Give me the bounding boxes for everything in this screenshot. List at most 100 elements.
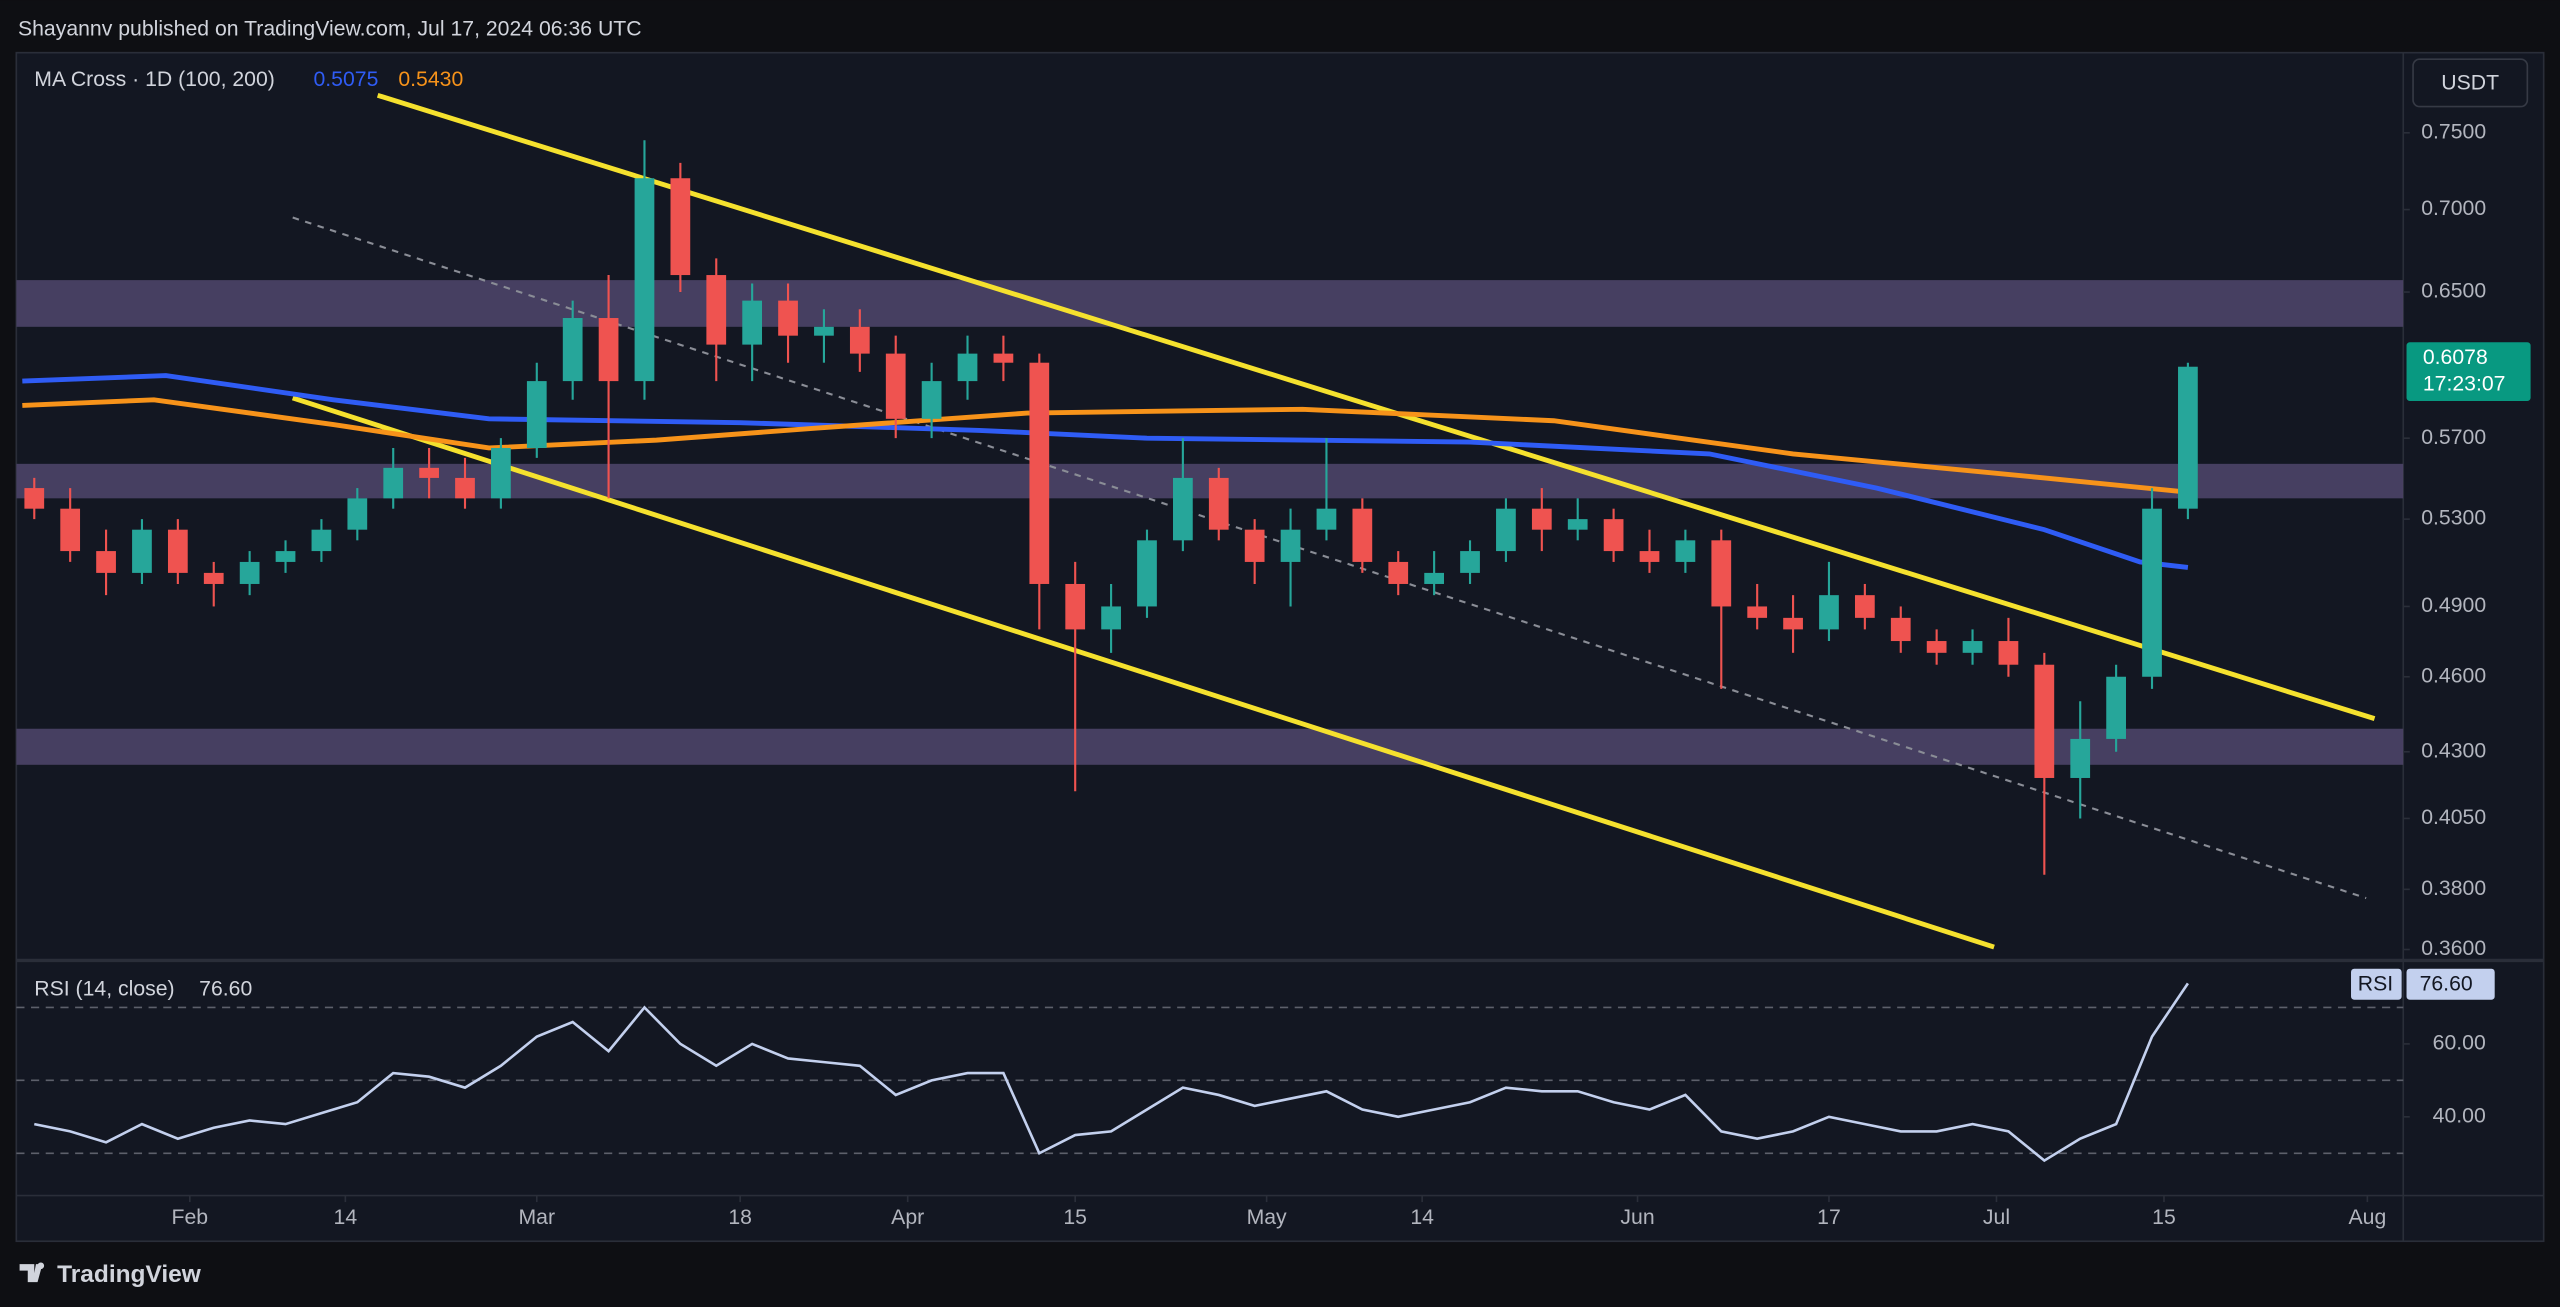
y-tick-label: 0.7500 [2421, 120, 2486, 143]
candle-body [1424, 572, 1445, 584]
x-tick-label: Jun [1620, 1206, 1654, 1229]
y-tick-label: 0.7000 [2421, 197, 2486, 220]
rsi-tag-value: 76.60 [2420, 973, 2473, 996]
price-tag-countdown: 17:23:07 [2423, 372, 2506, 395]
candle-body [634, 178, 655, 382]
candle-body [526, 381, 547, 448]
candle-body [239, 561, 260, 584]
candle-body [491, 447, 511, 499]
candle-body [2106, 676, 2126, 739]
logo-icon [19, 1262, 45, 1283]
rsi-tag-box [2406, 968, 2495, 1000]
candle-body [1854, 595, 1875, 618]
candle-body [419, 467, 439, 478]
candle-body [1998, 641, 2019, 665]
candle-body [1137, 540, 1157, 607]
candle-body [1065, 583, 1086, 630]
candle-body [1675, 540, 1696, 562]
candle-body [1819, 595, 1839, 630]
x-tick-label: Aug [2348, 1206, 2386, 1229]
candle-body [60, 508, 81, 552]
candle-body [957, 353, 978, 382]
candle-body [1352, 508, 1373, 562]
candle-body [1101, 606, 1121, 630]
x-tick-label: Feb [172, 1206, 209, 1229]
ma-legend-title: MA Cross · 1D (100, 200) [34, 68, 275, 91]
candle-body [1962, 641, 1983, 653]
price-pane [16, 92, 2404, 950]
x-tick-label: Apr [891, 1206, 924, 1229]
publish-info: Shayannv published on TradingView.com, J… [18, 17, 642, 40]
x-tick-label: 14 [1410, 1206, 1434, 1229]
y-tick-label: 0.3800 [2421, 877, 2486, 900]
candle-body [1280, 529, 1301, 562]
support-zone [16, 728, 2404, 765]
candle-body [1244, 529, 1265, 562]
candle-body [993, 353, 1014, 363]
y-tick-label: 0.4300 [2421, 739, 2486, 762]
candle-body [2070, 738, 2091, 778]
candle-body [885, 353, 906, 419]
candle-body [706, 275, 727, 345]
candle-body [2034, 664, 2055, 778]
candle-body [1029, 362, 1050, 584]
brand: TradingView [57, 1261, 202, 1288]
candle-body [742, 300, 763, 345]
y-tick-label: 0.3600 [2421, 937, 2486, 960]
y-tick-label: 0.4600 [2421, 664, 2486, 687]
candle-body [1460, 551, 1480, 573]
rsi-legend-title: RSI (14, close) [34, 977, 174, 1000]
candle-body [347, 498, 368, 530]
candle-body [921, 381, 942, 419]
candle-body [1531, 508, 1552, 530]
currency-button[interactable] [2412, 58, 2529, 108]
candle-body [383, 467, 404, 499]
candle-body [849, 326, 870, 354]
rsi-y-tick-label: 40.00 [2433, 1104, 2486, 1127]
y-tick-label: 0.4050 [2421, 806, 2486, 829]
candle-body [2178, 366, 2198, 509]
candle-body [598, 318, 619, 382]
candle-body [275, 551, 296, 562]
trend-line [291, 395, 1995, 950]
candle-body [24, 488, 45, 509]
candle-body [203, 572, 224, 584]
candle-body [1747, 606, 1768, 618]
candle-body [1890, 617, 1911, 642]
rsi-tag-name: RSI [2358, 973, 2393, 996]
ma-legend-value: 0.5430 [398, 68, 463, 91]
x-tick-label: 18 [728, 1206, 752, 1229]
candle-body [1316, 508, 1337, 530]
candle-body [311, 529, 332, 552]
y-tick-label: 0.4900 [2421, 594, 2486, 617]
candle-body [1926, 641, 1947, 653]
moving-average [22, 397, 2189, 495]
ma-legend-value: 0.5075 [313, 68, 378, 91]
trend-line [376, 92, 2376, 721]
candle-body [778, 300, 798, 336]
rsi-line [34, 982, 2189, 1163]
y-tick-label: 0.5700 [2421, 426, 2486, 449]
candle-body [132, 529, 152, 573]
price-tag-value: 0.6078 [2423, 346, 2488, 369]
y-tick-label: 0.6500 [2421, 280, 2486, 303]
currency-label[interactable]: USDT [2441, 71, 2499, 94]
support-zone [16, 280, 2404, 327]
rsi-tag-name-box [2351, 968, 2402, 1000]
x-tick-label: 15 [2152, 1206, 2176, 1229]
candle-body [562, 318, 583, 382]
overlay: Shayannv published on TradingView.com, J… [18, 17, 2531, 1288]
candle-body [1388, 561, 1409, 584]
x-tick-label: 17 [1817, 1206, 1841, 1229]
x-tick-label: 15 [1063, 1206, 1087, 1229]
rsi-legend-value: 76.60 [199, 977, 252, 1000]
trend-line [292, 216, 2367, 900]
chart-panel [15, 51, 2545, 1243]
y-tick-label: 0.5300 [2421, 507, 2486, 530]
candle-body [1711, 540, 1732, 607]
candle-body [670, 178, 691, 276]
x-tick-label: Mar [519, 1206, 556, 1229]
x-tick-label: May [1247, 1206, 1287, 1229]
